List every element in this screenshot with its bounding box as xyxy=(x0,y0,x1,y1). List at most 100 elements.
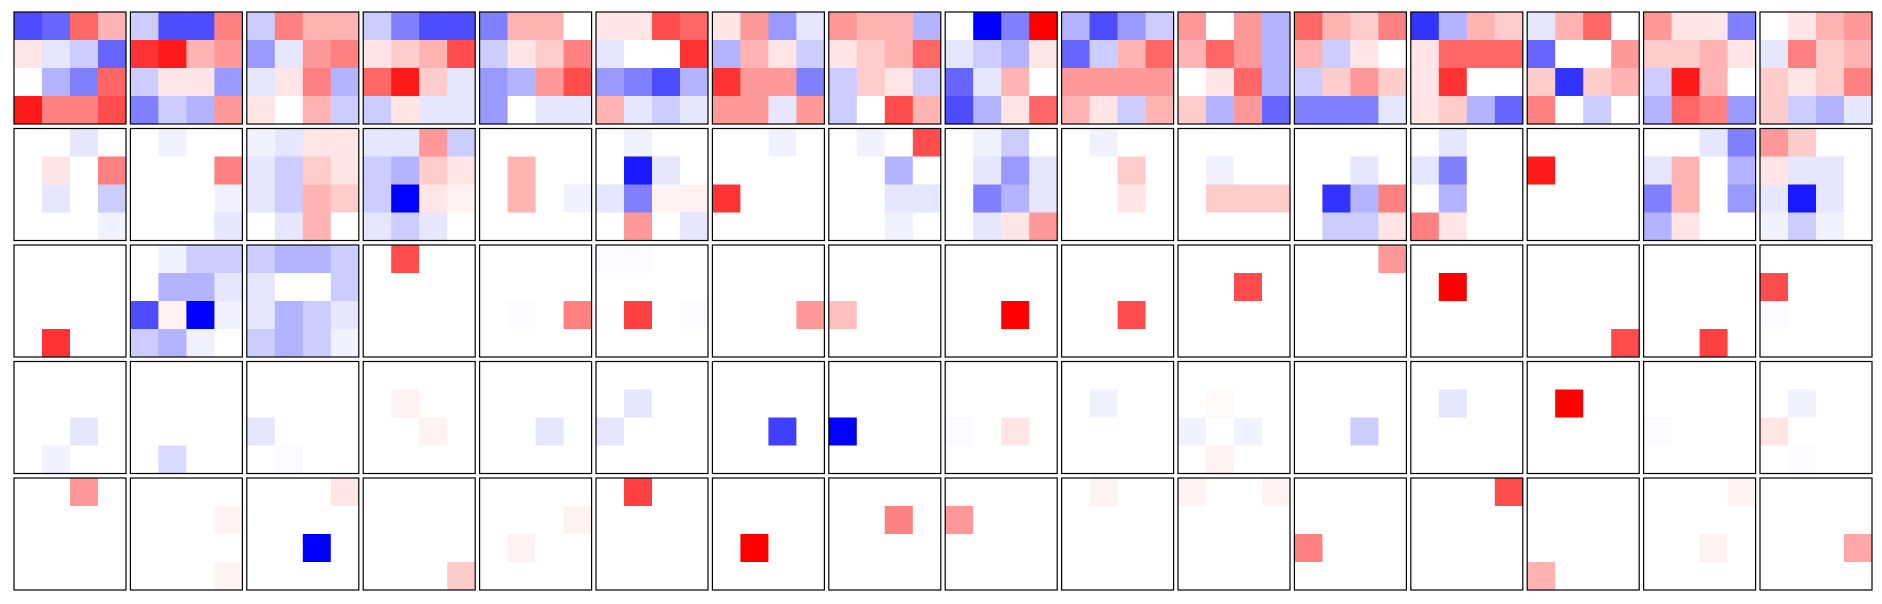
heatmap-cell xyxy=(680,212,709,241)
heatmap-cell xyxy=(652,40,681,69)
heatmap-cell xyxy=(246,301,276,330)
heatmap-cell xyxy=(712,12,741,41)
heatmap-cell xyxy=(419,301,448,330)
heatmap-cell xyxy=(1117,417,1146,446)
heatmap-cell xyxy=(1178,478,1207,507)
heatmap-panel xyxy=(1526,360,1640,475)
heatmap-cell xyxy=(856,534,886,563)
heatmap-cell xyxy=(246,417,276,446)
heatmap-cell xyxy=(1611,156,1640,185)
heatmap-cell xyxy=(1117,506,1146,535)
heatmap-cell xyxy=(973,68,1002,97)
heatmap-cell xyxy=(1350,245,1379,274)
heatmap-cell xyxy=(419,68,448,97)
heatmap-panel xyxy=(1060,11,1175,125)
heatmap-cell xyxy=(740,329,769,358)
heatmap-cell xyxy=(1699,301,1728,330)
heatmap-cell xyxy=(1555,506,1584,535)
heatmap-cell xyxy=(507,273,536,302)
heatmap-cell xyxy=(70,128,99,157)
heatmap-cell xyxy=(1583,562,1612,591)
panel-border xyxy=(479,477,593,591)
heatmap-cell xyxy=(1061,273,1090,302)
heatmap-cell xyxy=(596,212,625,241)
heatmap-panel xyxy=(1410,244,1524,358)
heatmap-cell xyxy=(912,389,942,418)
heatmap-cell xyxy=(391,184,420,213)
heatmap-cell xyxy=(1816,301,1845,330)
heatmap-cell xyxy=(768,478,797,507)
heatmap-cell xyxy=(856,329,886,358)
heatmap-cell xyxy=(945,445,974,474)
heatmap-cell xyxy=(768,96,797,125)
heatmap-cell xyxy=(1438,12,1468,41)
heatmap-cell xyxy=(1061,506,1090,535)
heatmap-cell xyxy=(1378,445,1407,474)
panel-border xyxy=(246,360,360,475)
heatmap-cell xyxy=(680,506,709,535)
heatmap-cell xyxy=(1350,212,1379,241)
heatmap-cell xyxy=(796,40,825,69)
heatmap-cell xyxy=(1699,478,1728,507)
heatmap-panel xyxy=(13,360,127,475)
heatmap-cell xyxy=(1555,68,1584,97)
heatmap-cell xyxy=(186,273,215,302)
heatmap-cell xyxy=(274,40,304,69)
heatmap-cell xyxy=(1029,445,1058,474)
heatmap-cell xyxy=(158,128,187,157)
heatmap-cell xyxy=(796,506,825,535)
heatmap-cell xyxy=(624,506,653,535)
heatmap-cell xyxy=(1410,301,1440,330)
heatmap-cell xyxy=(1816,417,1845,446)
heatmap-cell xyxy=(391,12,420,41)
heatmap-cell xyxy=(1494,301,1524,330)
heatmap-cell xyxy=(828,562,858,591)
heatmap-cell xyxy=(1294,417,1323,446)
heatmap-cell xyxy=(563,361,592,390)
heatmap-cell xyxy=(330,361,360,390)
heatmap-cell xyxy=(973,478,1002,507)
heatmap-cell xyxy=(740,273,769,302)
heatmap-cell xyxy=(768,301,797,330)
heatmap-cell xyxy=(1466,128,1496,157)
heatmap-cell xyxy=(1816,12,1845,41)
heatmap-cell xyxy=(1611,273,1640,302)
heatmap-cell xyxy=(1294,96,1323,125)
heatmap-cell xyxy=(1294,562,1323,591)
heatmap-panel xyxy=(1177,244,1291,358)
heatmap-cell xyxy=(14,68,43,97)
heatmap-cell xyxy=(1555,534,1584,563)
heatmap-cell xyxy=(479,562,508,591)
heatmap-cell xyxy=(1788,212,1817,241)
panel-border xyxy=(1759,360,1873,475)
heatmap-cell xyxy=(1583,156,1612,185)
heatmap-cell xyxy=(186,478,215,507)
heatmap-cell xyxy=(535,40,564,69)
heatmap-cell xyxy=(652,12,681,41)
heatmap-cell xyxy=(912,417,942,446)
heatmap-cell xyxy=(535,12,564,41)
heatmap-cell xyxy=(302,156,332,185)
heatmap-cell xyxy=(1001,445,1030,474)
heatmap-panel xyxy=(362,11,476,125)
heatmap-cell xyxy=(447,156,476,185)
heatmap-cell xyxy=(330,12,360,41)
heatmap-cell xyxy=(42,245,71,274)
heatmap-cell xyxy=(535,329,564,358)
heatmap-cell xyxy=(1727,478,1756,507)
heatmap-cell xyxy=(912,184,942,213)
heatmap-cell xyxy=(1643,245,1672,274)
heatmap-cell xyxy=(1494,68,1524,97)
heatmap-cell xyxy=(1527,212,1556,241)
heatmap-cell xyxy=(1438,156,1468,185)
heatmap-panel xyxy=(595,127,709,242)
heatmap-cell xyxy=(680,128,709,157)
heatmap-cell xyxy=(302,478,332,507)
heatmap-cell xyxy=(563,445,592,474)
heatmap-cell xyxy=(507,445,536,474)
heatmap-panel xyxy=(362,244,476,358)
panel-border xyxy=(1642,477,1757,591)
panel-border xyxy=(1293,127,1408,242)
heatmap-cell xyxy=(945,562,974,591)
heatmap-cell xyxy=(214,301,243,330)
